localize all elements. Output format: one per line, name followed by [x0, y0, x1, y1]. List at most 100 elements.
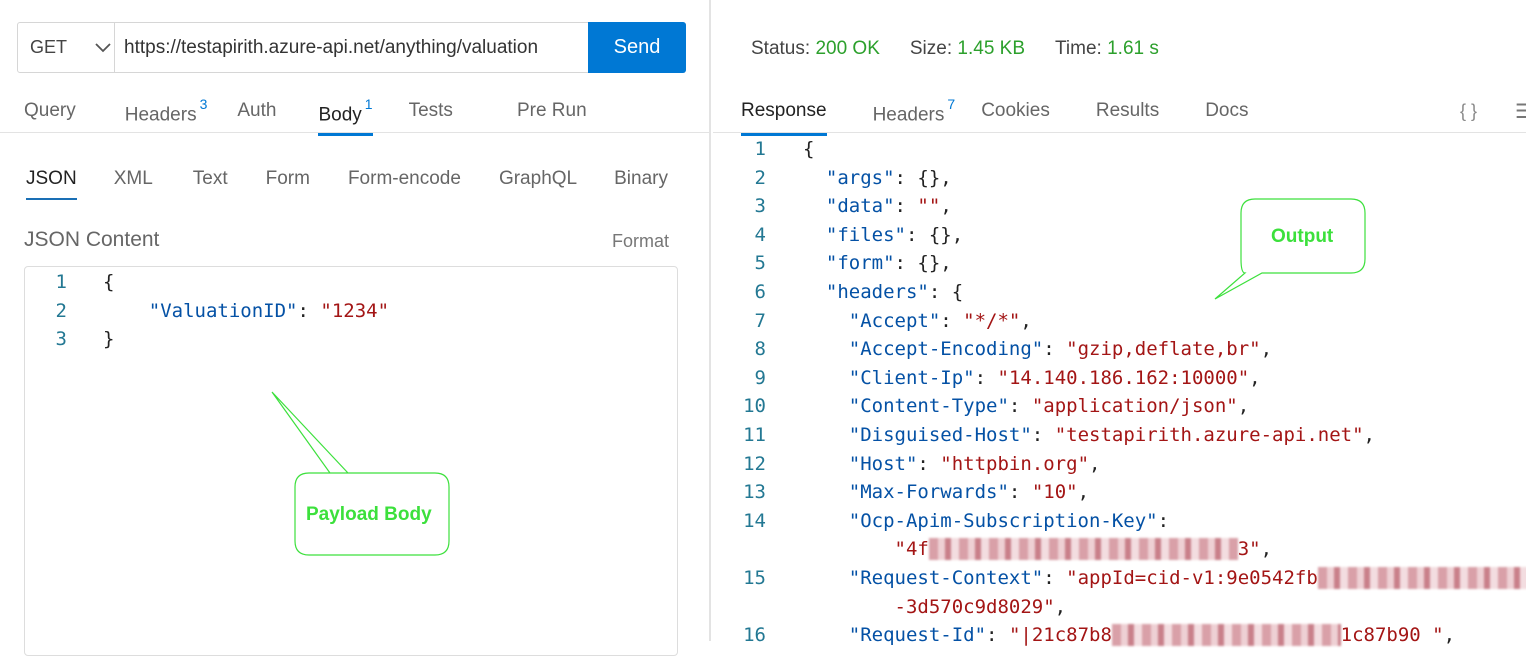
tab-label: Text — [192, 168, 228, 189]
json-key: "args" — [825, 166, 895, 189]
url-bar: GET https://testapirith.azure-api.net/an… — [17, 22, 686, 73]
json-key: "headers" — [825, 281, 929, 303]
code-line: "ValuationID": "1234" — [103, 297, 389, 326]
line-number: 4 — [754, 223, 766, 246]
json-string: "testapirith.azure-api.net" — [1054, 424, 1364, 446]
tab-results[interactable]: Results — [1096, 100, 1159, 136]
tab-headers[interactable]: Headers3 — [124, 96, 208, 136]
json-punctuation: : — [1008, 481, 1032, 504]
json-punctuation: : — [894, 195, 918, 218]
response-tabs: Response Headers7 Cookies Results Docs — [741, 96, 1249, 137]
tab-label: Response — [741, 100, 827, 121]
line-number: 1 — [754, 138, 766, 160]
json-punctuation: : {}, — [894, 252, 952, 275]
json-punctuation: : — [1043, 338, 1067, 361]
tab-graphql[interactable]: GraphQL — [499, 168, 577, 200]
tab-tests[interactable]: Tests — [409, 100, 453, 136]
output-annotation: Output — [1271, 226, 1334, 247]
code-line: "headers": { — [803, 278, 963, 307]
status-label: Status: — [751, 38, 811, 59]
json-punctuation: , — [1260, 538, 1273, 561]
json-string: "14.140.186.162:10000" — [997, 366, 1250, 389]
json-punctuation: , — [1363, 424, 1375, 446]
code-line: "Client-Ip": "14.140.186.162:10000", — [803, 364, 1261, 393]
json-punctuation: : — [1157, 509, 1170, 532]
json-string: "application/json" — [1031, 395, 1238, 418]
json-string: "10" — [1031, 481, 1078, 504]
tab-cookies[interactable]: Cookies — [981, 100, 1050, 136]
tab-badge: 1 — [364, 96, 373, 112]
format-button[interactable]: Format — [611, 231, 669, 251]
line-number: 13 — [743, 481, 766, 504]
tab-label: Query — [24, 100, 76, 121]
line-number: 6 — [754, 281, 766, 303]
json-punctuation: , — [1020, 309, 1032, 332]
json-punctuation: , — [1077, 481, 1090, 504]
line-number: 11 — [743, 424, 766, 446]
body-type-tabs: JSON XML Text Form Form-encode GraphQL Binary — [26, 168, 668, 200]
json-string: "" — [917, 195, 941, 218]
code-line: "Max-Forwards": "10", — [803, 478, 1089, 507]
line-number: 10 — [743, 395, 766, 418]
tab-json[interactable]: JSON — [26, 168, 77, 200]
tab-query[interactable]: Query — [24, 100, 76, 136]
tab-label: Auth — [237, 100, 277, 121]
line-number: 8 — [754, 338, 766, 361]
tab-label: Docs — [1205, 100, 1249, 121]
json-key: "data" — [825, 195, 895, 218]
json-punctuation: } — [103, 328, 115, 351]
json-punctuation: : — [940, 309, 964, 332]
code-line: "Request-Context": "appId=cid-v1:9e0542f… — [803, 564, 1526, 593]
json-key: "Ocp-Apim-Subscription-Key" — [848, 509, 1158, 532]
json-content-label: JSON Content — [24, 228, 160, 251]
json-punctuation: { — [803, 138, 815, 160]
tab-xml[interactable]: XML — [114, 168, 153, 200]
payload-body-annotation: Payload Body — [306, 504, 432, 525]
json-key: "files" — [825, 223, 906, 246]
tab-form-encode[interactable]: Form-encode — [348, 168, 461, 200]
tab-label: Headers — [124, 104, 197, 126]
tab-body[interactable]: Body1 — [318, 96, 373, 137]
request-panel: GET https://testapirith.azure-api.net/an… — [0, 0, 711, 656]
send-button[interactable]: Send — [588, 22, 686, 73]
json-string: "1234" — [320, 299, 390, 322]
tab-text[interactable]: Text — [193, 168, 228, 200]
tab-docs[interactable]: Docs — [1205, 100, 1248, 136]
tab-response[interactable]: Response — [741, 100, 827, 137]
url-input[interactable]: https://testapirith.azure-api.net/anythi… — [124, 36, 539, 58]
json-key: "Request-Context" — [848, 567, 1044, 589]
json-key: "Client-Ip" — [848, 366, 975, 389]
tab-label: Binary — [614, 168, 668, 189]
json-punctuation: , — [940, 195, 952, 218]
braces-icon[interactable]: { } — [1460, 101, 1478, 121]
json-key: "Accept-Encoding" — [848, 338, 1044, 361]
code-line: { — [103, 268, 114, 297]
tab-label: Body — [318, 104, 362, 126]
method-value: GET — [30, 37, 68, 57]
json-string: -3d570c9d8029" — [894, 595, 1055, 618]
tab-label: Cookies — [981, 100, 1050, 121]
tab-form[interactable]: Form — [266, 168, 310, 200]
tab-label: Form-encode — [347, 168, 461, 189]
tab-pre-run[interactable]: Pre Run — [517, 100, 587, 136]
tab-binary[interactable]: Binary — [614, 168, 668, 200]
json-punctuation: : — [974, 366, 998, 389]
json-punctuation: : { — [928, 281, 964, 303]
line-number: 1 — [55, 271, 67, 293]
tab-auth[interactable]: Auth — [237, 100, 276, 136]
json-punctuation: : {}, — [905, 223, 964, 246]
code-line: "Host": "httpbin.org", — [803, 450, 1101, 479]
method-select[interactable]: GET — [18, 23, 115, 72]
json-string: "gzip,deflate,br" — [1066, 338, 1261, 361]
line-number: 12 — [743, 452, 766, 475]
json-punctuation: { — [103, 271, 115, 293]
line-number: 15 — [743, 567, 766, 589]
size-value: 1.45 KB — [957, 38, 1026, 59]
json-punctuation: : — [917, 452, 941, 475]
json-key: "form" — [825, 252, 895, 275]
menu-icon[interactable]: ☰ — [1515, 101, 1526, 123]
code-line: "Content-Type": "application/json", — [803, 392, 1249, 421]
json-string: "httpbin.org" — [940, 452, 1090, 475]
tab-headers[interactable]: Headers7 — [873, 96, 956, 136]
line-number: 9 — [754, 366, 766, 389]
